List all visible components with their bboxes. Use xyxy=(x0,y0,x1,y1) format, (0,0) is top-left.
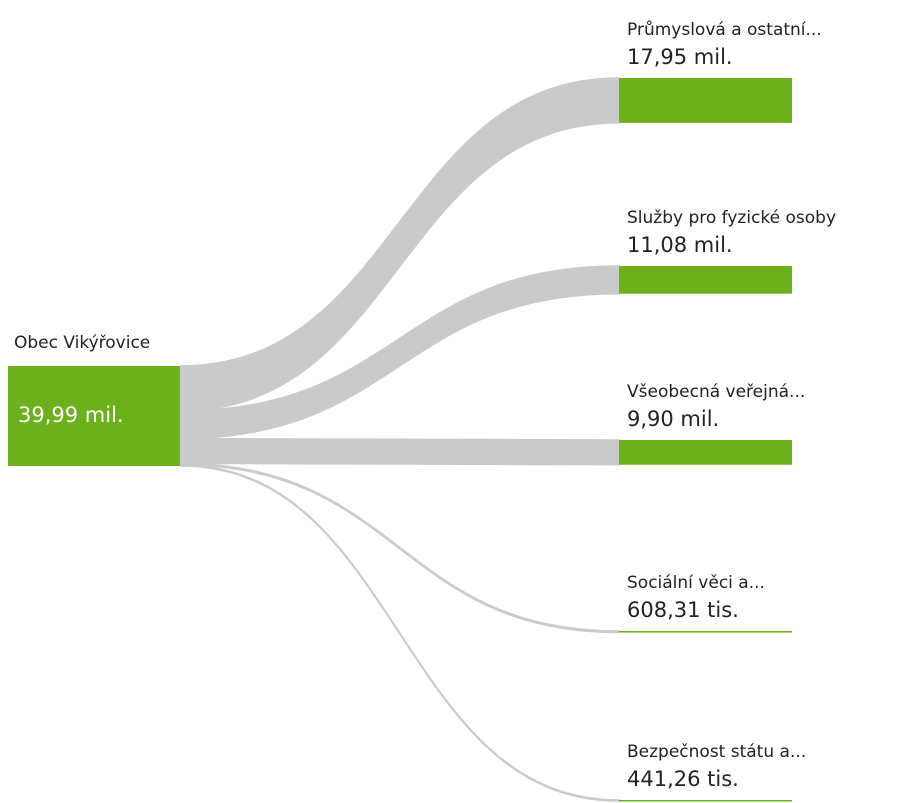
target-value: 11,08 mil. xyxy=(627,233,733,257)
target-name: Všeobecná veřejná... xyxy=(627,382,805,402)
target-name: Průmyslová a ostatní... xyxy=(627,20,822,40)
target-value: 17,95 mil. xyxy=(627,45,733,69)
link xyxy=(179,464,620,802)
target-node xyxy=(619,266,792,294)
target-node xyxy=(619,78,792,123)
target-node xyxy=(619,800,792,802)
links xyxy=(179,77,620,802)
source-node xyxy=(8,366,180,466)
target-name: Sociální věci a... xyxy=(627,573,765,593)
target-value: 608,31 tis. xyxy=(627,598,739,622)
link xyxy=(179,437,620,466)
link xyxy=(179,265,620,440)
target-name: Bezpečnost státu a... xyxy=(627,742,806,762)
source-name: Obec Vikýřovice xyxy=(14,333,150,353)
target-name: Služby pro fyzické osoby xyxy=(627,208,836,228)
target-node xyxy=(619,631,792,633)
link xyxy=(179,462,620,634)
target-value: 9,90 mil. xyxy=(627,407,719,431)
target-value: 441,26 tis. xyxy=(627,767,739,791)
target-node xyxy=(619,440,792,465)
source-value: 39,99 mil. xyxy=(18,403,124,427)
